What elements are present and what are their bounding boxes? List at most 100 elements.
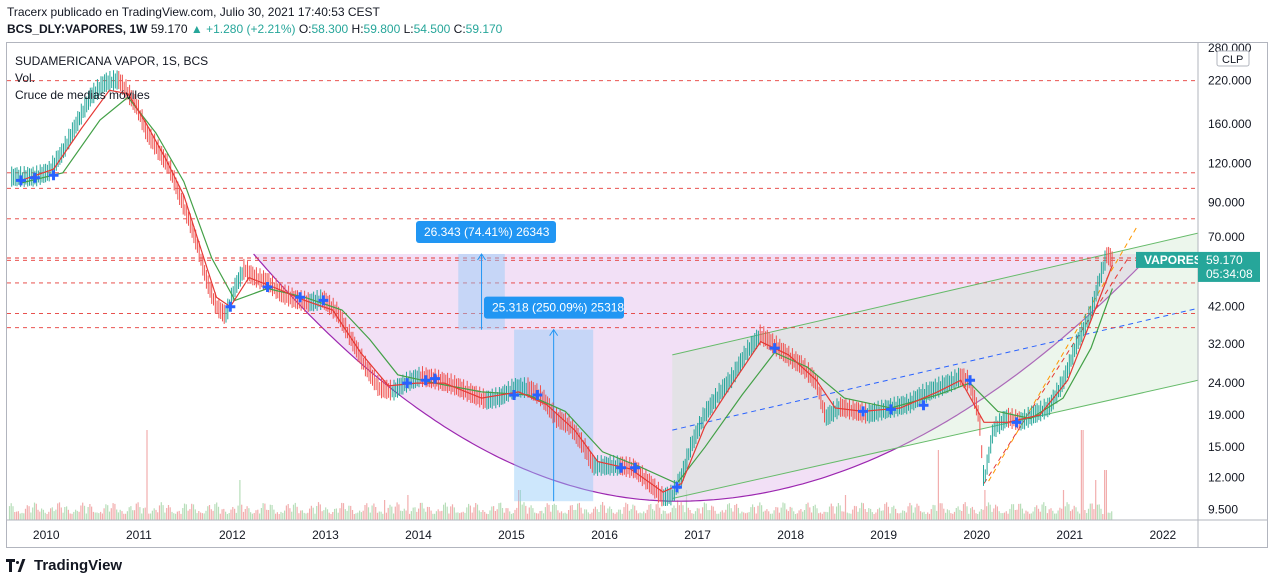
- volume-legend[interactable]: Vol.: [15, 71, 36, 85]
- y-tick-label: 15.000: [1208, 440, 1245, 454]
- volume-bar: [646, 509, 648, 520]
- volume-bar: [384, 500, 386, 520]
- volume-bar: [92, 511, 94, 520]
- volume-bar: [937, 450, 939, 520]
- volume-bar: [653, 510, 655, 520]
- volume-bar: [271, 505, 273, 520]
- volume-bar: [707, 510, 709, 520]
- volume-bar: [648, 504, 650, 520]
- volume-bar: [248, 508, 250, 520]
- volume-bar: [341, 502, 343, 520]
- y-tick-label: 9.500: [1208, 503, 1238, 517]
- symbol-label[interactable]: BCS_DLY:VAPORES, 1W: [7, 22, 148, 36]
- open-label: O:: [298, 22, 312, 36]
- volume-bar: [234, 508, 236, 520]
- volume-bar: [832, 506, 834, 520]
- slow-moving-average-line: [20, 96, 1113, 485]
- price-change: ▲ +1.280 (+2.21%): [190, 22, 296, 36]
- volume-bar: [986, 506, 988, 520]
- volume-bar: [112, 503, 114, 520]
- measure-label-text: 25.318 (250.09%) 25318: [492, 301, 624, 315]
- volume-bar: [962, 504, 965, 520]
- volume-bar: [312, 507, 314, 520]
- volume-bar: [107, 505, 109, 520]
- volume-bar: [784, 503, 786, 520]
- volume-bar: [873, 514, 875, 520]
- volume-bar: [855, 506, 857, 520]
- volume-bar: [977, 514, 979, 520]
- volume-bar: [643, 511, 645, 520]
- volume-bar: [191, 503, 193, 520]
- volume-bar: [952, 513, 954, 520]
- volume-bar: [57, 503, 59, 520]
- tradingview-brand[interactable]: TradingView: [6, 557, 122, 574]
- x-tick-label: 2012: [219, 528, 246, 542]
- volume-bar: [557, 510, 559, 520]
- volume-bar: [866, 512, 868, 520]
- volume-bar: [798, 510, 800, 520]
- volume-bar: [476, 504, 479, 520]
- volume-bar: [743, 512, 745, 520]
- volume-bar: [276, 512, 278, 520]
- volume-bar: [403, 508, 405, 520]
- volume-bar: [666, 513, 668, 520]
- volume-bar: [757, 505, 759, 520]
- volume-bar: [80, 505, 82, 520]
- volume-bar: [351, 510, 354, 520]
- volume-bar: [605, 512, 607, 520]
- volume-bar: [546, 503, 548, 520]
- volume-bar: [525, 505, 527, 520]
- price-chart[interactable]: 26.343 (74.41%) 26343 25.318 (250.09%) 25…: [0, 0, 1274, 550]
- volume-bar: [755, 513, 757, 520]
- volume-bar: [267, 510, 270, 520]
- volume-bar: [132, 510, 134, 520]
- volume-bar: [175, 513, 177, 520]
- volume-bar: [718, 513, 720, 520]
- volume-bar: [694, 511, 697, 520]
- volume-bar: [173, 513, 175, 520]
- volume-bar: [1039, 511, 1041, 520]
- volume-bar: [44, 512, 46, 520]
- volume-bar: [346, 510, 348, 520]
- volume-bar: [680, 502, 682, 520]
- chart-frame[interactable]: [6, 42, 1268, 548]
- volume-bar: [1018, 503, 1020, 520]
- volume-bar: [137, 502, 139, 520]
- volume-bar: [970, 508, 972, 520]
- ma-cross-marker: [262, 282, 273, 293]
- x-tick-label: 2013: [312, 528, 339, 542]
- volume-bar: [703, 502, 705, 520]
- volume-bar: [1023, 513, 1025, 520]
- volume-bar: [459, 513, 461, 520]
- volume-bar: [930, 509, 932, 520]
- ma-cross-legend[interactable]: Cruce de medias móviles: [15, 88, 150, 102]
- chart-title[interactable]: SUDAMERICANA VAPOR, 1S, BCS: [15, 54, 209, 68]
- volume-bar: [135, 503, 137, 520]
- volume-bar: [995, 504, 997, 520]
- volume-bar: [968, 513, 970, 520]
- volume-bar: [628, 510, 630, 520]
- volume-bar: [253, 513, 255, 520]
- volume-bar: [878, 507, 881, 520]
- volume-bar: [862, 503, 864, 520]
- volume-bar: [362, 510, 364, 520]
- volume-bar: [568, 510, 570, 520]
- volume-bar: [598, 512, 600, 520]
- last-price-text: 59.170: [1206, 253, 1243, 267]
- volume-bar: [325, 507, 327, 520]
- volume-bar: [410, 511, 412, 520]
- volume-bar: [496, 509, 498, 520]
- volume-bar: [505, 508, 507, 520]
- volume-bar: [144, 507, 146, 520]
- volume-bar: [48, 511, 50, 520]
- volume-bar: [753, 507, 755, 520]
- volume-bar: [714, 510, 716, 520]
- ma-cross-marker: [1011, 417, 1022, 428]
- ma-cross-marker: [48, 170, 59, 181]
- ma-cross-marker: [858, 406, 869, 417]
- close-value: 59.170: [465, 22, 503, 36]
- volume-bar: [578, 502, 580, 520]
- volume-bar: [210, 509, 212, 520]
- volume-bar: [451, 504, 454, 520]
- volume-bar: [425, 511, 427, 520]
